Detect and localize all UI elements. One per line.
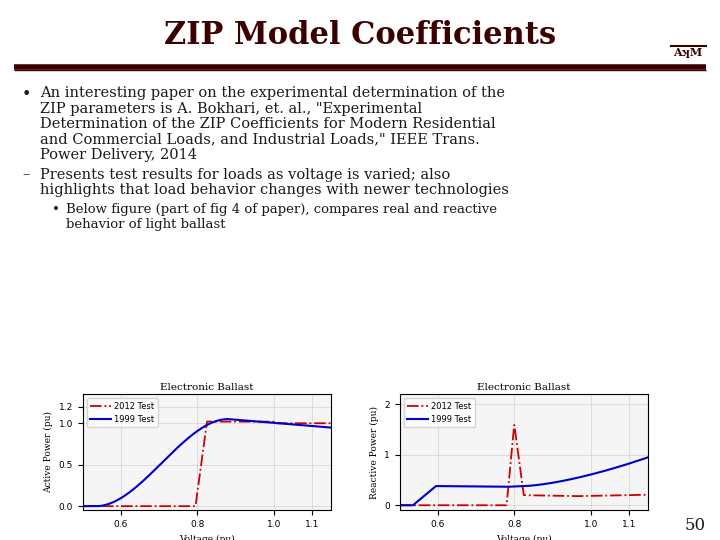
Legend: 2012 Test, 1999 Test: 2012 Test, 1999 Test	[87, 399, 158, 427]
1999 Test	[327, 424, 336, 431]
2012 Test	[546, 492, 555, 499]
2012 Test	[610, 492, 618, 498]
Text: An interesting paper on the experimental determination of the: An interesting paper on the experimental…	[40, 86, 505, 100]
2012 Test	[410, 502, 419, 509]
Title: Electronic Ballast: Electronic Ballast	[161, 383, 253, 392]
1999 Test	[222, 416, 231, 422]
Text: Power Delivery, 2014: Power Delivery, 2014	[40, 148, 197, 162]
1999 Test	[237, 417, 246, 423]
Text: –: –	[22, 167, 30, 181]
2012 Test	[223, 418, 232, 425]
Text: highlights that load behavior changes with newer technologies: highlights that load behavior changes wi…	[40, 183, 509, 197]
Line: 2012 Test: 2012 Test	[400, 425, 648, 505]
Text: AʞM: AʞM	[673, 48, 703, 58]
1999 Test	[539, 481, 548, 488]
Text: ZIP Model Coefficients: ZIP Model Coefficients	[164, 19, 556, 51]
2012 Test	[554, 492, 562, 499]
1999 Test	[293, 422, 302, 428]
2012 Test	[395, 502, 404, 509]
2012 Test	[584, 492, 593, 499]
X-axis label: Voltage (pu): Voltage (pu)	[179, 535, 235, 540]
Text: Presents test results for loads as voltage is varied; also: Presents test results for loads as volta…	[40, 167, 450, 181]
Text: behavior of light ballast: behavior of light ballast	[66, 218, 225, 231]
1999 Test	[584, 472, 593, 478]
Line: 1999 Test: 1999 Test	[83, 419, 331, 506]
1999 Test	[78, 503, 87, 509]
2012 Test	[237, 418, 246, 425]
Text: •: •	[22, 86, 32, 103]
2012 Test	[510, 422, 518, 428]
1999 Test	[94, 503, 102, 509]
2012 Test	[203, 418, 212, 425]
2012 Test	[94, 503, 102, 509]
2012 Test	[78, 503, 87, 509]
1999 Test	[546, 480, 554, 487]
2012 Test	[644, 491, 652, 498]
X-axis label: Voltage (pu): Voltage (pu)	[496, 535, 552, 540]
Text: Determination of the ZIP Coefficients for Modern Residential: Determination of the ZIP Coefficients fo…	[40, 117, 495, 131]
1999 Test	[644, 454, 652, 461]
2012 Test	[540, 492, 549, 499]
1999 Test	[554, 478, 562, 485]
1999 Test	[224, 416, 233, 422]
Title: Electronic Ballast: Electronic Ballast	[477, 383, 570, 392]
2012 Test	[267, 418, 276, 425]
2012 Test	[293, 420, 302, 427]
1999 Test	[410, 501, 419, 507]
2012 Test	[230, 418, 238, 425]
Text: 50: 50	[685, 517, 706, 534]
1999 Test	[230, 416, 238, 423]
Y-axis label: Reactive Power (pu): Reactive Power (pu)	[369, 406, 379, 499]
Line: 2012 Test: 2012 Test	[83, 422, 331, 506]
2012 Test	[327, 420, 336, 427]
Text: and Commercial Loads, and Industrial Loads," IEEE Trans.: and Commercial Loads, and Industrial Loa…	[40, 132, 480, 146]
Text: •: •	[52, 202, 60, 215]
1999 Test	[267, 420, 276, 426]
1999 Test	[609, 465, 618, 471]
Line: 1999 Test: 1999 Test	[400, 457, 648, 505]
Legend: 2012 Test, 1999 Test: 2012 Test, 1999 Test	[404, 399, 474, 427]
1999 Test	[395, 502, 404, 509]
Y-axis label: Active Power (pu): Active Power (pu)	[44, 411, 53, 493]
Text: ZIP parameters is A. Bokhari, et. al., "Experimental: ZIP parameters is A. Bokhari, et. al., "…	[40, 102, 422, 116]
Text: Below figure (part of fig 4 of paper), compares real and reactive: Below figure (part of fig 4 of paper), c…	[66, 202, 497, 215]
